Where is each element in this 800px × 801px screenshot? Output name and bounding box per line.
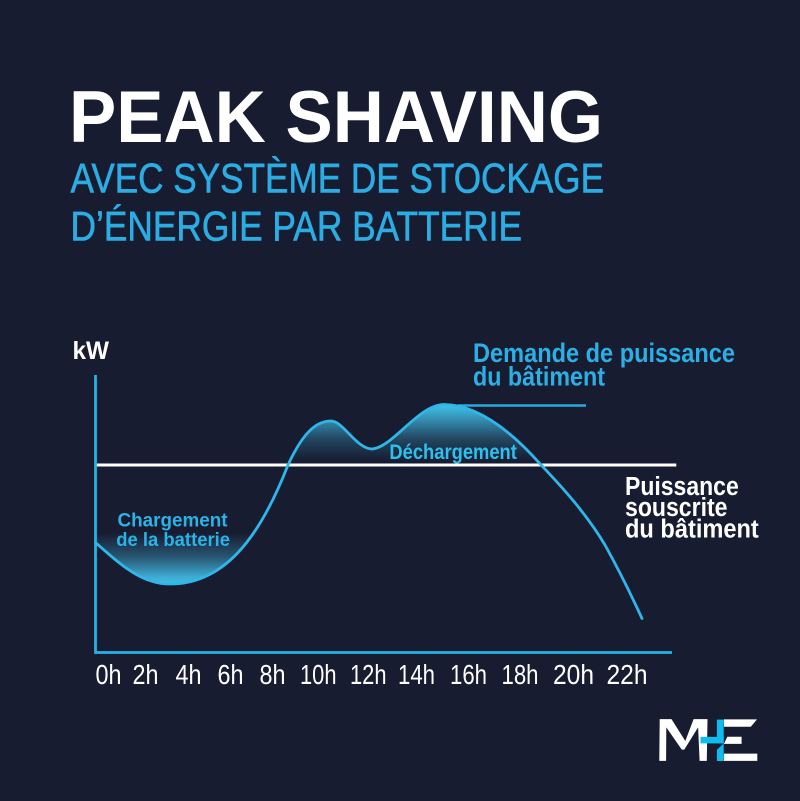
- svg-text:6h: 6h: [218, 659, 244, 690]
- svg-text:Demande de puissance: Demande de puissance: [473, 338, 735, 368]
- svg-text:0h: 0h: [96, 659, 122, 690]
- svg-text:18h: 18h: [502, 659, 539, 690]
- svg-text:10h: 10h: [300, 659, 337, 690]
- svg-text:20h: 20h: [553, 659, 594, 690]
- svg-text:PEAK SHAVING: PEAK SHAVING: [69, 77, 603, 158]
- svg-text:du bâtiment: du bâtiment: [473, 362, 605, 392]
- svg-text:16h: 16h: [450, 659, 487, 690]
- svg-text:2h: 2h: [133, 659, 159, 690]
- svg-text:AVEC SYSTÈME DE STOCKAGE: AVEC SYSTÈME DE STOCKAGE: [71, 155, 605, 202]
- svg-text:souscrite: souscrite: [625, 494, 728, 522]
- svg-text:kW: kW: [73, 337, 110, 365]
- svg-text:14h: 14h: [398, 659, 435, 690]
- svg-text:D’ÉNERGIE PAR BATTERIE: D’ÉNERGIE PAR BATTERIE: [71, 203, 523, 250]
- svg-text:du bâtiment: du bâtiment: [625, 516, 759, 544]
- svg-text:Puissance: Puissance: [625, 473, 739, 501]
- svg-text:12h: 12h: [350, 659, 387, 690]
- svg-text:4h: 4h: [176, 659, 202, 690]
- svg-text:Chargement: Chargement: [118, 509, 228, 531]
- svg-text:8h: 8h: [260, 659, 286, 690]
- svg-text:22h: 22h: [607, 659, 648, 690]
- svg-text:de la batterie: de la batterie: [116, 529, 230, 551]
- svg-text:Déchargement: Déchargement: [389, 441, 517, 464]
